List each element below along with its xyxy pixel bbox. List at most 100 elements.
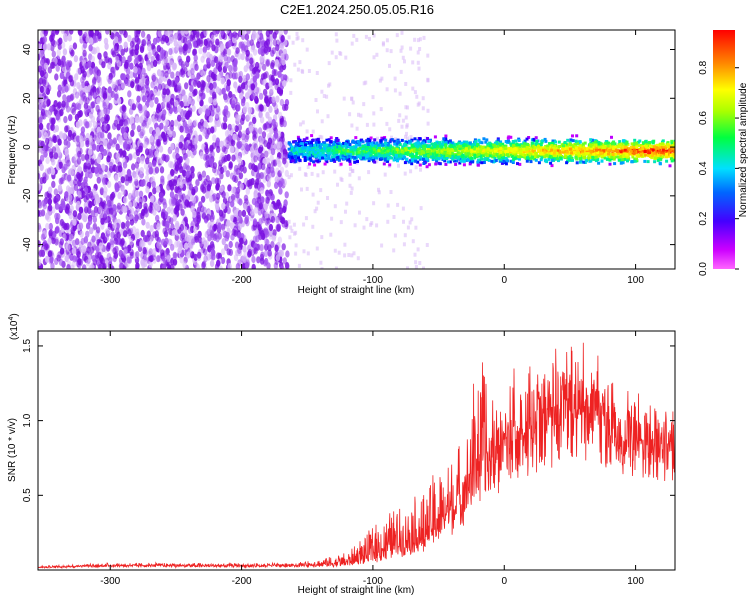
noise-cell	[233, 81, 238, 89]
noise-cell	[67, 34, 73, 42]
band-cell	[617, 158, 621, 162]
noise-cell	[237, 86, 242, 94]
noise-cell	[57, 84, 62, 92]
noise-cell	[59, 109, 64, 117]
noise-cell	[75, 121, 81, 129]
noise-cell	[64, 85, 69, 93]
noise-cell	[116, 202, 122, 210]
noise-cell	[240, 82, 246, 90]
faint-cell	[314, 98, 318, 102]
noise-cell	[133, 174, 138, 182]
noise-cell	[39, 50, 44, 58]
noise-cell	[96, 75, 101, 83]
noise-cell	[141, 197, 146, 205]
faint-cell	[301, 38, 305, 43]
noise-cell	[240, 143, 245, 151]
noise-cell	[196, 251, 202, 259]
noise-cell	[252, 218, 258, 226]
faint-cell	[409, 46, 413, 51]
noise-cell	[279, 177, 285, 185]
faint-cell	[426, 77, 430, 82]
faint-cell	[403, 171, 407, 176]
faint-cell	[419, 206, 423, 211]
noise-cell	[85, 259, 91, 267]
noise-cell	[38, 122, 44, 131]
noise-cell	[93, 209, 99, 217]
faint-cell	[376, 136, 379, 141]
faint-cell	[320, 135, 324, 140]
faint-cell	[299, 122, 303, 127]
noise-cell	[44, 243, 49, 251]
noise-cell	[49, 117, 54, 125]
band-cell	[506, 159, 510, 163]
faint-cell	[326, 114, 330, 119]
noise-cell	[106, 180, 112, 188]
noise-cell	[226, 79, 231, 87]
noise-cell	[51, 61, 56, 69]
noise-cell	[192, 148, 197, 156]
faint-cell	[364, 80, 368, 85]
noise-cell	[225, 170, 230, 178]
noise-cell	[178, 47, 184, 55]
noise-cell	[103, 37, 109, 45]
noise-cell	[118, 135, 123, 144]
noise-cell	[45, 137, 50, 145]
noise-cell	[118, 165, 123, 173]
noise-cell	[152, 208, 157, 216]
faint-cell	[320, 235, 324, 240]
noise-cell	[126, 168, 132, 177]
noise-cell	[182, 261, 187, 269]
noise-cell	[204, 145, 209, 153]
noise-cell	[182, 121, 187, 129]
noise-cell	[249, 214, 254, 222]
noise-cell	[151, 181, 156, 189]
faint-cell	[351, 169, 355, 174]
noise-cell	[107, 220, 113, 228]
faint-cell	[403, 59, 406, 64]
noise-cell	[98, 263, 103, 269]
noise-cell	[210, 233, 215, 241]
faint-cell	[339, 220, 343, 225]
noise-cell	[226, 129, 231, 137]
noise-cell	[195, 179, 200, 187]
noise-cell	[227, 123, 232, 131]
noise-cell	[124, 178, 130, 186]
noise-cell	[85, 121, 90, 129]
noise-cell	[43, 62, 49, 70]
noise-cell	[229, 146, 235, 154]
noise-cell	[95, 226, 101, 234]
noise-cell	[62, 132, 67, 140]
faint-cell	[414, 225, 418, 230]
noise-cell	[123, 112, 128, 120]
faint-cell	[362, 102, 366, 107]
faint-cell	[419, 167, 422, 172]
faint-cell	[426, 108, 430, 113]
noise-cell	[246, 30, 251, 35]
noise-cell	[141, 67, 146, 75]
faint-cell	[335, 38, 339, 43]
noise-cell	[135, 251, 140, 259]
noise-cell	[223, 54, 228, 62]
noise-cell	[76, 67, 81, 76]
noise-cell	[182, 36, 188, 45]
noise-cell	[104, 234, 109, 242]
noise-cell	[205, 107, 210, 115]
faint-cell	[362, 225, 366, 230]
noise-cell	[82, 49, 87, 57]
faint-cell	[375, 223, 379, 228]
noise-cell	[56, 90, 62, 98]
faint-cell	[388, 63, 391, 68]
noise-cell	[271, 234, 276, 242]
noise-cell	[233, 216, 238, 225]
noise-cell	[155, 185, 161, 193]
noise-cell	[51, 237, 56, 245]
noise-cell	[119, 119, 124, 127]
spectrogram-heatmap	[38, 30, 675, 269]
noise-cell	[137, 103, 142, 111]
noise-cell	[66, 264, 71, 269]
band-cell	[471, 160, 475, 164]
noise-cell	[69, 233, 74, 242]
noise-cell	[149, 224, 154, 233]
noise-cell	[92, 121, 98, 129]
noise-cell	[123, 248, 128, 256]
